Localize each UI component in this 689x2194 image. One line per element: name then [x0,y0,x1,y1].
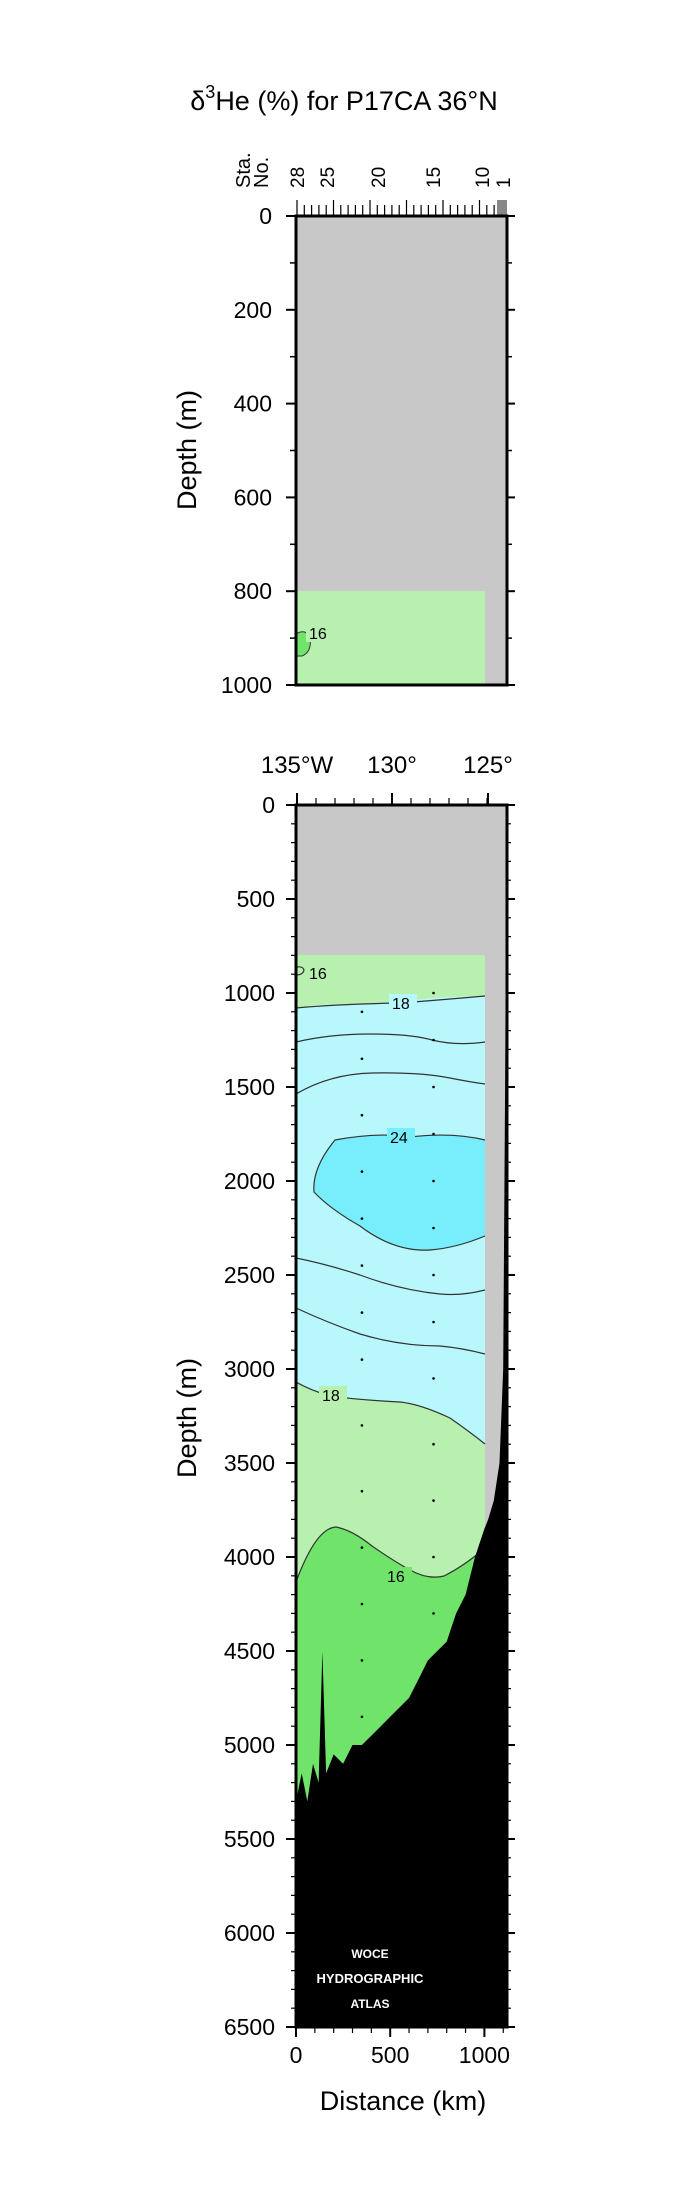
contour-16-small [296,966,305,976]
sample-dot [360,1010,364,1014]
sample-dot [432,1179,435,1183]
lower-x-tick-label: 1000 [459,2042,510,2068]
sample-dot [360,1217,364,1220]
lower-y-axis-label: Depth (m) [172,1358,202,1478]
lower-contour-label-16-top: 16 [309,966,327,983]
sample-dot [360,1311,364,1314]
watermark-atlas: ATLAS [350,1997,389,2011]
lower-y-tick-label: 2500 [224,1262,275,1288]
station-tick-label: 15 [424,167,445,188]
lon-label-130: 130° [367,752,417,779]
woce-watermark: WOCE HYDROGRAPHIC ATLAS [317,1947,425,2011]
upper-y-tick-label: 200 [234,297,272,323]
station-sample-dots [360,991,435,1719]
lower-plot-frame [294,803,509,2029]
sample-dot [360,1715,364,1719]
lower-y-tick-label: 3000 [224,1356,275,1382]
lower-contour-label-18-top: 18 [392,996,410,1013]
sample-dot [360,1358,364,1361]
upper-y-tick-label: 800 [234,578,272,604]
lower-x-axis-label: Distance (km) [320,2086,487,2116]
station-label-sta: Sta. [233,152,255,188]
lower-panel: 16 18 24 18 16 WOCE HYDROGRAPHIC ATLAS 0… [172,792,515,2116]
sample-dot [432,1273,435,1277]
lower-y-tick-label: 5000 [224,1732,275,1758]
lower-y-tick-label: 2000 [224,1168,275,1194]
lower-y-tick-label: 4000 [224,1544,275,1570]
sample-dot [360,1659,364,1662]
upper-contour-label-16: 16 [309,626,327,643]
upper-y-tick-label: 400 [234,391,272,417]
station-cluster-marker [497,200,507,216]
lower-axis-ticks: 0500100015002000250030003500400045005000… [224,792,515,2068]
sample-dot [432,1442,435,1446]
sample-dot [360,1424,364,1427]
lower-y-tick-label: 5500 [224,1826,275,1852]
sample-dot [360,1546,364,1549]
sample-dot [432,1085,435,1089]
lower-y-tick-label: 1500 [224,1074,275,1100]
lower-contour-label-18-bottom: 18 [322,1388,340,1405]
lower-y-tick-label: 500 [237,886,275,912]
lower-contour-labels: 16 18 24 18 16 [306,964,417,1586]
lower-y-tick-label: 0 [262,792,275,818]
contour-16-lower [296,1526,486,1583]
sample-dot [432,1320,435,1324]
lower-x-tick-label: 0 [290,2042,303,2068]
sample-dot [432,1038,435,1042]
sample-dot [360,1602,364,1606]
station-tick-label: 1 [494,177,515,188]
lower-y-tick-label: 4500 [224,1638,275,1664]
station-tick-label: 28 [288,167,309,188]
lower-contour-label-24: 24 [390,1130,408,1147]
contour-20-upper [296,1033,486,1045]
station-tick-label: 10 [473,167,494,188]
watermark-hydrographic: HYDROGRAPHIC [317,1971,425,1986]
lon-label-135w: 135°W [261,752,334,779]
upper-panel: 16 0 200 400 600 800 1000 Depth (m) [172,203,515,698]
upper-contour-label: 16 [306,622,332,643]
upper-y-axis-label: Depth (m) [172,390,202,510]
seafloor-bathymetry [296,805,507,2027]
contour-20-lower [296,1307,486,1355]
sample-dot [360,1170,364,1173]
sample-dot [432,1612,435,1615]
lower-y-tick-label: 3500 [224,1450,275,1476]
upper-y-tick-label: 0 [259,203,272,229]
sample-dot [432,1377,435,1380]
lower-contour-label-16-bottom: 16 [387,1569,405,1586]
sample-dot [432,1226,435,1230]
watermark-woce: WOCE [351,1947,388,1961]
upper-y-tick-label: 600 [234,484,272,510]
sample-dot [360,1057,364,1061]
lower-x-tick-label: 500 [371,2042,409,2068]
lower-y-tick-label: 6500 [224,2014,275,2040]
sample-dot [432,1132,435,1136]
sample-dot [360,1489,364,1493]
lower-y-tick-label: 6000 [224,1920,275,1946]
chart-title: δ3He (%) for P17CA 36°N [190,82,497,116]
sample-dot [432,991,435,995]
station-number-ticks: 28 25 20 15 10 1 [288,167,515,216]
sample-dot [432,1499,435,1502]
station-label-no: No. [251,157,273,188]
sample-dot [360,1113,364,1117]
contour-22-upper [296,1072,486,1095]
upper-axis-ticks: 0 200 400 600 800 1000 [221,203,515,698]
lower-y-tick-label: 1000 [224,980,275,1006]
sample-dot [432,1555,435,1559]
station-tick-label: 25 [318,167,339,188]
lon-label-125: 125° [463,752,513,779]
lower-range-24-plus [313,1135,485,1251]
contour-22-lower [296,1257,486,1296]
station-tick-label: 20 [369,167,390,188]
sample-dot [360,1264,364,1267]
upper-y-tick-label: 1000 [221,672,272,698]
